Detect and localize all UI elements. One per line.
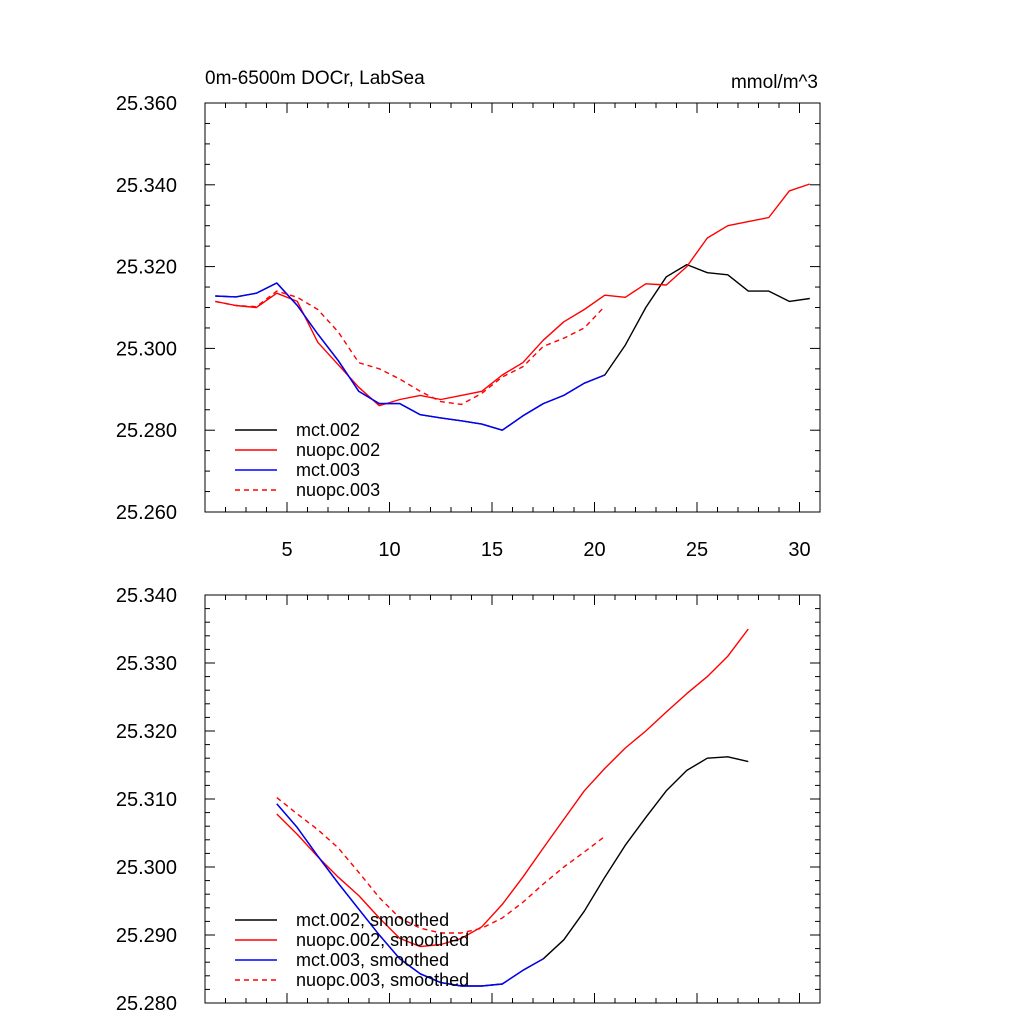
bottom-legend-label: nuopc.002, smoothed xyxy=(296,930,469,950)
top-panel: 0m-6500m DOCr, LabSea mmol/m^3 5 10 15 20 25… xyxy=(116,68,821,561)
top-y-tick-label: 25.360 xyxy=(116,93,177,115)
bottom-legend-label: mct.003, smoothed xyxy=(296,950,449,970)
bottom-series-line-nuopc-002-smoothed xyxy=(276,628,749,948)
top-x-tick-label: 5 xyxy=(281,539,292,561)
top-x-tick-label: 15 xyxy=(481,539,503,561)
bottom-panel: 25.280 25.290 25.300 25.310 25.320 25.330 25.3… xyxy=(116,585,821,1015)
bottom-legend-label: mct.002, smoothed xyxy=(296,910,449,930)
bottom-legend-label: nuopc.003, smoothed xyxy=(296,970,469,990)
top-y-tick-label: 25.260 xyxy=(116,502,177,524)
top-x-tick-label: 20 xyxy=(583,539,605,561)
top-series-line-mct-002 xyxy=(215,263,810,431)
top-legend-label: nuopc.003 xyxy=(296,480,380,500)
top-series-line-nuopc-002 xyxy=(215,183,811,407)
bottom-y-tick-label: 25.340 xyxy=(116,585,177,607)
top-series-line-mct-003 xyxy=(215,282,606,431)
bottom-series-line-nuopc-003-smoothed xyxy=(276,797,606,934)
top-y-tick-label: 25.320 xyxy=(116,257,177,279)
top-y-tick-label: 25.340 xyxy=(116,175,177,197)
top-x-tick-label: 30 xyxy=(788,539,810,561)
top-x-tick-label: 10 xyxy=(378,539,400,561)
bottom-y-tick-label: 25.300 xyxy=(116,857,177,879)
top-y-tick-label: 25.300 xyxy=(116,338,177,360)
bottom-y-tick-label: 25.320 xyxy=(116,721,177,743)
bottom-y-tick-label: 25.280 xyxy=(116,993,177,1015)
top-panel-title: 0m-6500m DOCr, LabSea xyxy=(205,68,425,89)
bottom-y-tick-label: 25.330 xyxy=(116,653,177,675)
top-legend-label: nuopc.002 xyxy=(296,440,380,460)
bottom-y-tick-label: 25.290 xyxy=(116,925,177,947)
bottom-y-tick-label: 25.310 xyxy=(116,789,177,811)
top-series-line-nuopc-003 xyxy=(215,290,606,406)
top-legend-label: mct.002 xyxy=(296,420,360,440)
bottom-series-line-mct-003-smoothed xyxy=(276,803,544,987)
top-panel-units: mmol/m^3 xyxy=(731,72,818,93)
top-y-tick-label: 25.280 xyxy=(116,420,177,442)
top-x-tick-label: 25 xyxy=(686,539,708,561)
top-legend-label: mct.003 xyxy=(296,460,360,480)
